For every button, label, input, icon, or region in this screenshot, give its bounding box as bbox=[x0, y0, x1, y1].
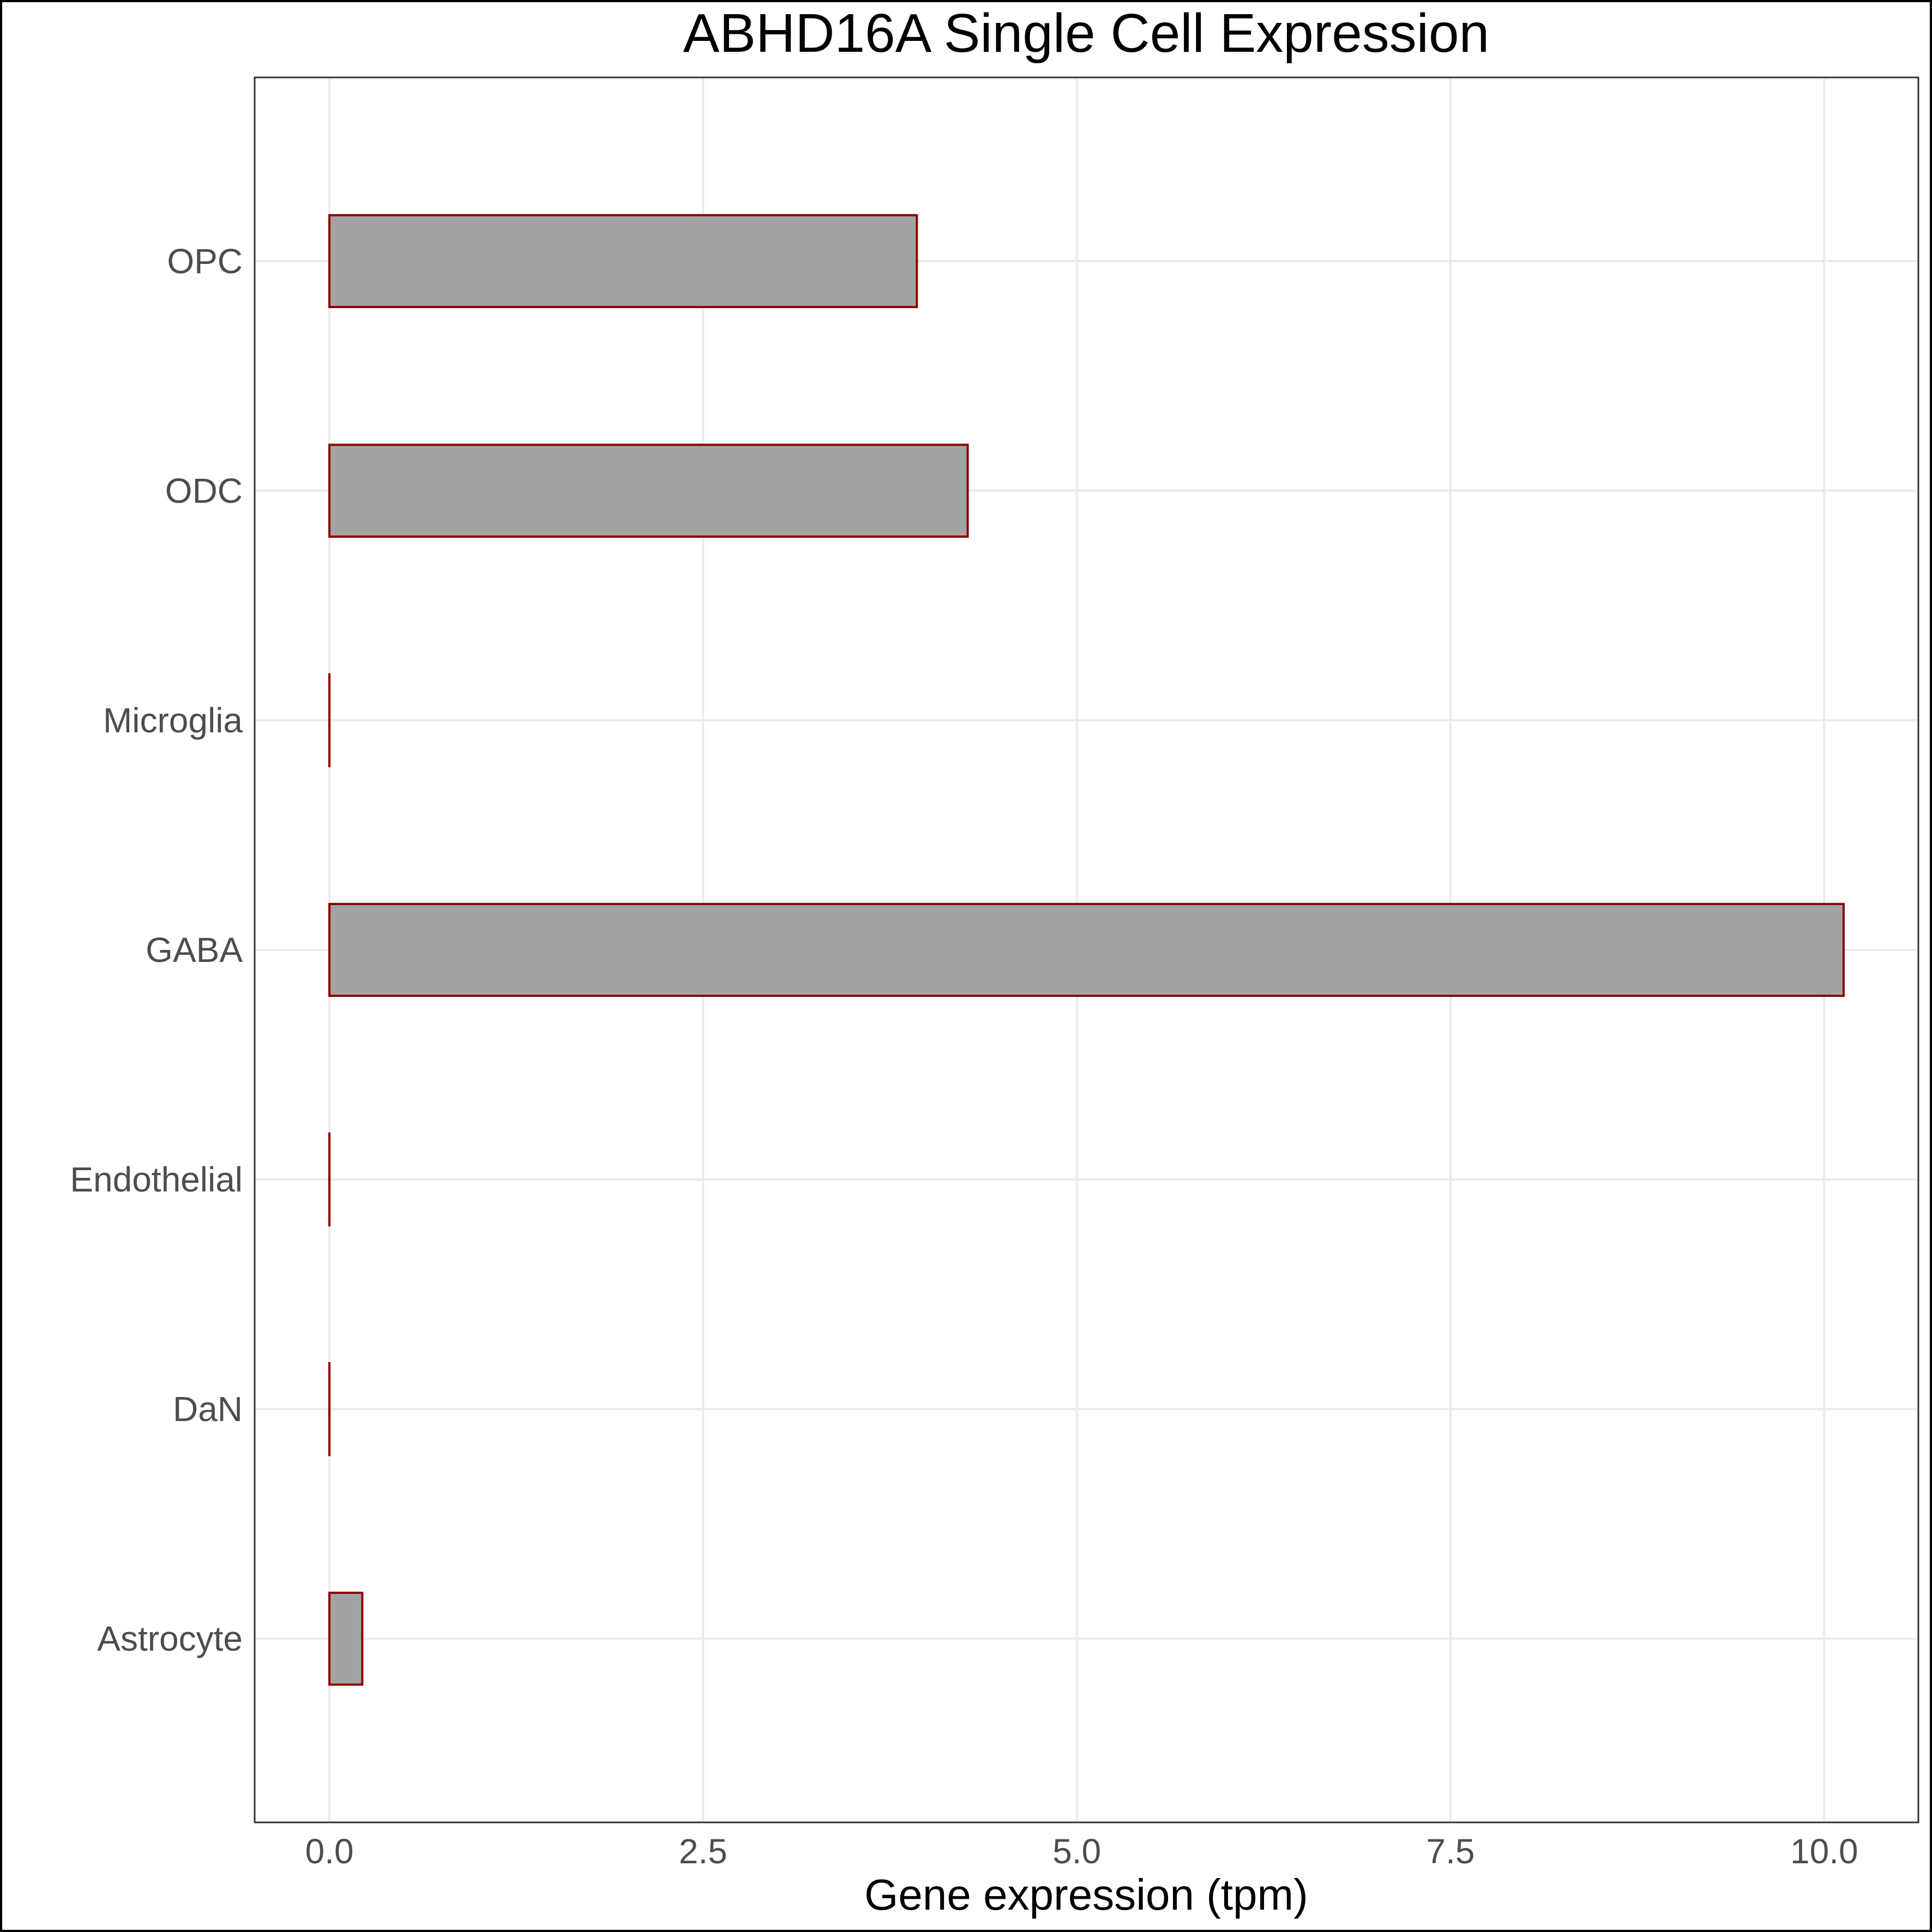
y-tick-label: Microglia bbox=[103, 701, 243, 740]
x-axis-title: Gene expression (tpm) bbox=[864, 1870, 1308, 1919]
x-tick-label: 5.0 bbox=[1052, 1832, 1101, 1871]
y-tick-label: Astrocyte bbox=[97, 1619, 243, 1658]
x-tick-label: 2.5 bbox=[679, 1832, 727, 1871]
bar-opc bbox=[328, 214, 918, 309]
y-axis-tick-labels: OPC ODC Microglia GABA Endothelial DaN Astrocy… bbox=[70, 242, 243, 1658]
x-tick-label: 0.0 bbox=[305, 1832, 354, 1871]
bar-gaba bbox=[328, 902, 1845, 997]
x-tick-label: 7.5 bbox=[1427, 1832, 1475, 1871]
chart-title: ABHD16A Single Cell Expression bbox=[683, 3, 1490, 64]
y-tick-label: OPC bbox=[167, 242, 243, 281]
y-tick-label: DaN bbox=[173, 1389, 243, 1429]
x-tick-label: 10.0 bbox=[1790, 1832, 1858, 1871]
x-axis-tick-labels: 0.0 2.5 5.0 7.5 10.0 bbox=[305, 1832, 1858, 1871]
y-tick-label: GABA bbox=[146, 930, 243, 970]
y-tick-label: ODC bbox=[165, 471, 243, 510]
y-tick-label: Endothelial bbox=[70, 1160, 243, 1199]
bars bbox=[328, 214, 1845, 1686]
bar-astrocyte bbox=[328, 1591, 364, 1686]
plot-panel-border bbox=[254, 76, 1919, 1823]
bar-odc bbox=[328, 443, 969, 538]
